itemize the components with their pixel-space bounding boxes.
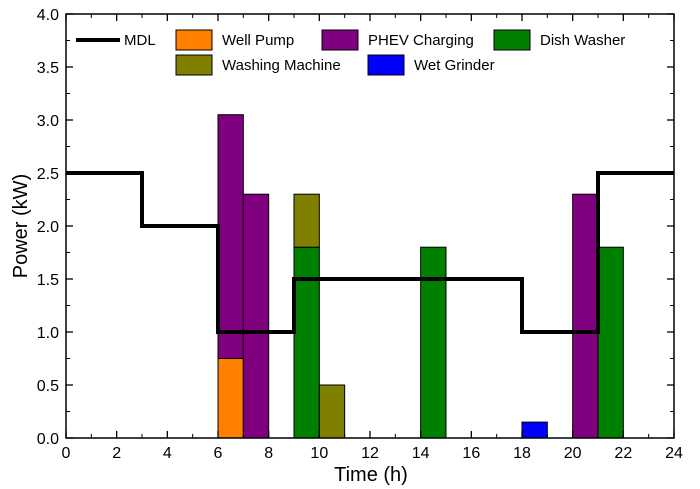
y-tick-label-0.0: 0.0 xyxy=(37,431,59,448)
x-tick-label-14: 14 xyxy=(412,445,430,462)
mdl-line xyxy=(66,171,674,334)
y-tick-label-1.0: 1.0 xyxy=(37,325,59,342)
bar-washing-machine-0 xyxy=(293,193,320,248)
x-tick-label-6: 6 xyxy=(214,445,223,462)
legend-label-washing-machine: Washing Machine xyxy=(222,57,341,74)
x-tick-label-12: 12 xyxy=(361,445,379,462)
x-axis-title: Time (h) xyxy=(334,464,408,486)
legend-swatch-well-pump xyxy=(175,29,213,51)
bar-phev-charging-1 xyxy=(242,193,270,439)
x-tick-label-4: 4 xyxy=(163,445,172,462)
bar-dish-washer-1 xyxy=(420,246,447,439)
bars-layer xyxy=(217,114,624,439)
bar-phev-charging-2 xyxy=(572,193,599,439)
x-tick-label-0: 0 xyxy=(62,445,71,462)
y-tick-label-3.5: 3.5 xyxy=(37,60,59,77)
legend-swatch-wet-grinder xyxy=(367,54,405,76)
y-tick-label-1.5: 1.5 xyxy=(37,272,59,289)
legend-swatch-dish-washer xyxy=(493,29,531,51)
bar-dish-washer-2 xyxy=(597,246,624,439)
x-tick-label-8: 8 xyxy=(264,445,273,462)
legend-label-wet-grinder: Wet Grinder xyxy=(414,57,495,74)
y-tick-label-0.5: 0.5 xyxy=(37,378,59,395)
y-tick-label-4.0: 4.0 xyxy=(37,7,59,24)
legend-label-dish-washer: Dish Washer xyxy=(540,32,625,49)
legend-label-mdl: MDL xyxy=(124,32,156,49)
legend: MDL Well Pump PHEV Charging Dish Washer Wash… xyxy=(76,29,625,76)
bar-wet-grinder-0 xyxy=(521,421,548,439)
x-tick-label-20: 20 xyxy=(564,445,582,462)
x-tick-label-24: 24 xyxy=(665,445,683,462)
axes-layer: 0 2 4 6 8 10 12 14 16 18 20 22 240.00.51.01.52.02.53… xyxy=(37,7,683,462)
x-tick-label-10: 10 xyxy=(310,445,328,462)
bar-washing-machine-1 xyxy=(318,384,346,439)
bar-well-pump-0 xyxy=(217,358,244,439)
legend-label-phev-charging: PHEV Charging xyxy=(368,32,474,49)
mdl-line-layer xyxy=(66,171,674,334)
x-tick-label-16: 16 xyxy=(462,445,480,462)
y-tick-label-2.0: 2.0 xyxy=(37,219,59,236)
y-tick-label-2.5: 2.5 xyxy=(37,166,59,183)
legend-swatch-phev-charging xyxy=(321,29,359,51)
bar-dish-washer-0 xyxy=(293,246,320,439)
y-axis-title: Power (kW) xyxy=(10,174,32,278)
x-tick-label-18: 18 xyxy=(513,445,531,462)
x-tick-label-2: 2 xyxy=(112,445,121,462)
legend-label-well-pump: Well Pump xyxy=(222,32,294,49)
legend-swatch-washing-machine xyxy=(175,54,213,76)
x-tick-label-22: 22 xyxy=(614,445,632,462)
bar-phev-charging-0 xyxy=(217,114,244,359)
y-tick-label-3.0: 3.0 xyxy=(37,113,59,130)
